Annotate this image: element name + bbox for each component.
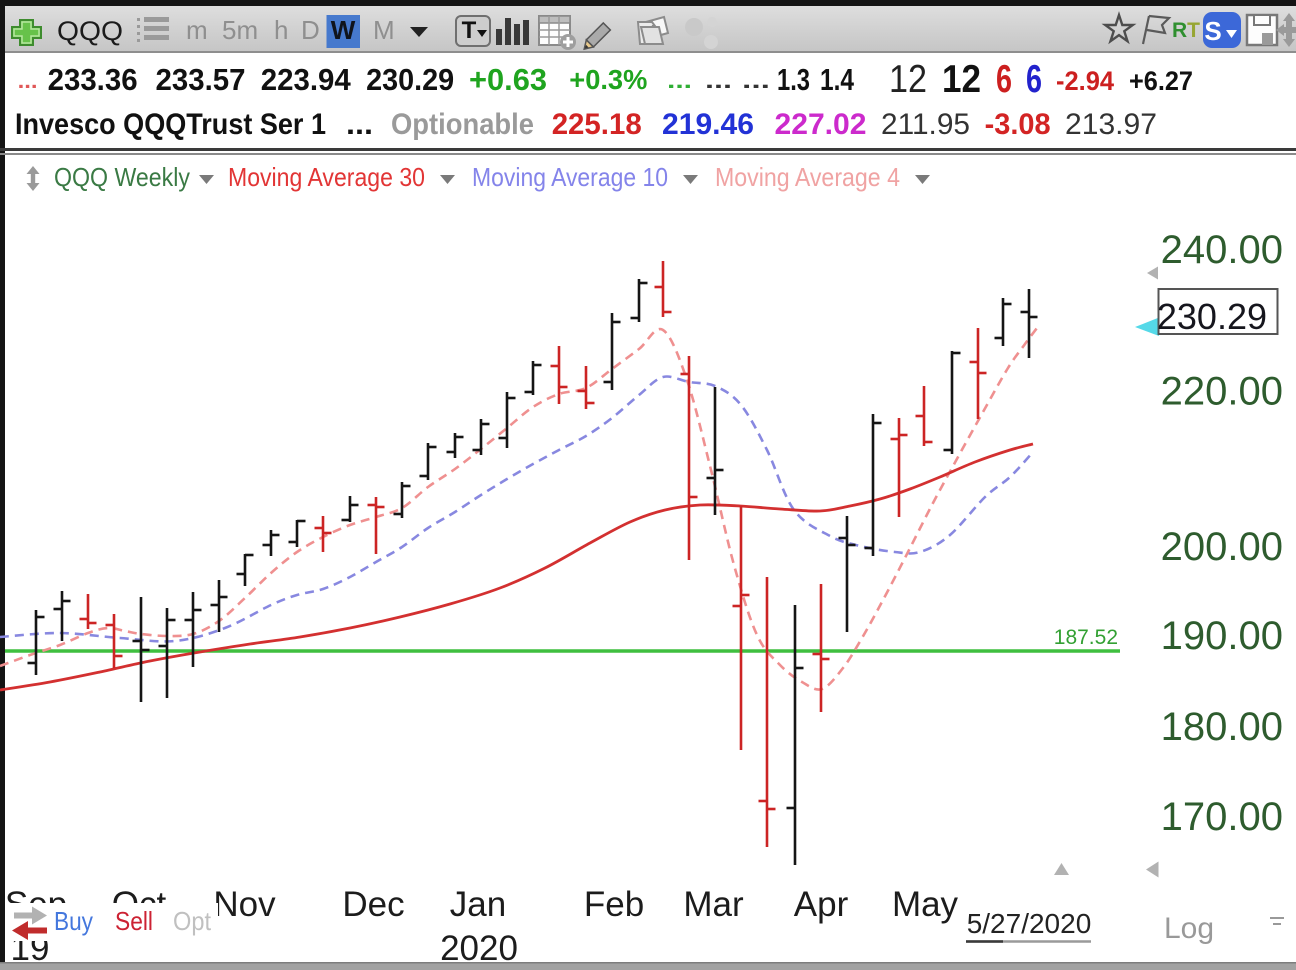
svg-text:Moving Average 4: Moving Average 4 [715,162,900,192]
svg-text:220.00: 220.00 [1161,370,1283,414]
svg-text:187.52: 187.52 [1054,626,1118,649]
svg-text:Sell: Sell [115,906,153,936]
svg-text:233.36: 233.36 [48,62,138,97]
svg-text:Moving Average 30: Moving Average 30 [228,162,425,192]
svg-text:227.02: 227.02 [775,108,867,141]
svg-text:Nov: Nov [213,885,276,924]
svg-text:Optionable: Optionable [391,108,534,141]
svg-text:...: ... [18,70,38,93]
svg-text:...: ... [705,68,732,93]
svg-text:+6.27: +6.27 [1129,66,1193,96]
svg-text:-3.08: -3.08 [985,108,1051,141]
svg-text:Feb: Feb [584,885,644,924]
svg-text:+0.63: +0.63 [469,62,547,97]
svg-text:Opt: Opt [173,906,212,936]
svg-text:5m: 5m [222,15,258,45]
svg-text:230.29: 230.29 [366,62,454,97]
svg-text:T: T [462,17,477,44]
svg-text:6: 6 [1026,58,1042,101]
svg-text:170.00: 170.00 [1161,795,1283,839]
svg-text:240.00: 240.00 [1161,228,1283,272]
svg-text:213.97: 213.97 [1065,108,1157,141]
svg-text:180.00: 180.00 [1161,705,1283,749]
svg-text:Mar: Mar [683,885,744,924]
svg-text:+0.3%: +0.3% [569,64,647,95]
svg-text:1.4: 1.4 [820,62,855,97]
svg-text:D: D [301,15,320,45]
svg-text:2020: 2020 [440,929,518,968]
svg-text:May: May [892,885,959,924]
svg-text:5/27/2020: 5/27/2020 [967,908,1092,939]
svg-text:h: h [274,15,288,45]
svg-text:190.00: 190.00 [1161,614,1283,658]
svg-text:-2.94: -2.94 [1056,66,1114,96]
svg-text:200.00: 200.00 [1161,525,1283,569]
svg-text:6: 6 [996,58,1012,101]
svg-text:RT: RT [1172,19,1200,42]
svg-text:Apr: Apr [794,885,849,924]
svg-text:M: M [373,15,395,45]
svg-text:QQQ Weekly: QQQ Weekly [54,162,190,192]
svg-text:Moving Average 10: Moving Average 10 [472,162,668,192]
svg-text:m: m [186,15,208,45]
svg-text:230.29: 230.29 [1157,296,1267,337]
svg-text:225.18: 225.18 [552,108,642,141]
svg-text:Jan: Jan [450,885,506,924]
svg-text:1.3: 1.3 [777,62,810,97]
svg-text:...: ... [742,68,770,93]
svg-text:W: W [331,15,356,45]
svg-text:Buy: Buy [54,906,93,936]
svg-text:12: 12 [942,58,981,101]
svg-text:Invesco QQQTrust Ser 1: Invesco QQQTrust Ser 1 [15,108,326,141]
svg-text:Dec: Dec [342,885,404,924]
svg-text:QQQ: QQQ [57,16,123,46]
svg-text:...: ... [667,68,692,93]
svg-text:223.94: 223.94 [261,62,352,97]
svg-text:211.95: 211.95 [881,108,970,141]
svg-text:Log: Log [1164,912,1214,945]
svg-text:219.46: 219.46 [662,108,754,141]
svg-text:S: S [1204,16,1221,46]
svg-text:...: ... [346,108,373,141]
svg-text:12: 12 [889,58,927,101]
svg-text:233.57: 233.57 [156,62,246,97]
